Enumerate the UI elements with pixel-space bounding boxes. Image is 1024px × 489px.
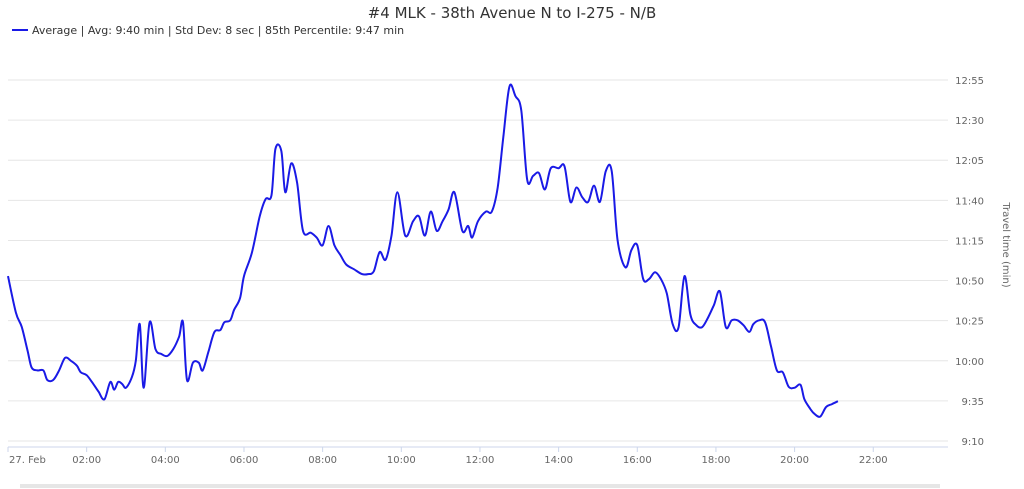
y-tick-label: 9:10 — [962, 437, 984, 448]
x-tick-label: 02:00 — [72, 455, 101, 466]
x-tick-label: 14:00 — [544, 455, 573, 466]
x-tick-label: 06:00 — [230, 455, 259, 466]
y-tick-label: 11:40 — [955, 196, 984, 207]
x-tick-label: 16:00 — [623, 455, 652, 466]
x-tick-label: 27. Feb — [9, 455, 46, 466]
y-tick-label: 12:55 — [955, 76, 984, 87]
x-tick-label: 22:00 — [859, 455, 888, 466]
x-tick-label: 18:00 — [702, 455, 731, 466]
y-tick-label: 12:05 — [955, 156, 984, 167]
y-axis-ticks: 9:10 9:35 10:00 10:25 10:50 11:15 11:40 12:05 12… — [955, 76, 984, 448]
navigator-scrollbar[interactable] — [20, 484, 940, 488]
y-grid — [8, 79, 948, 442]
x-tick-label: 12:00 — [466, 455, 495, 466]
y-tick-label: 10:25 — [955, 317, 984, 328]
x-axis-ticks: 27. Feb 02:00 04:00 06:00 08:00 10:00 12:00 14:… — [7, 447, 888, 466]
legend-label[interactable]: Average | Avg: 9:40 min | Std Dev: 8 sec… — [32, 24, 404, 37]
y-axis-title: Travel time (min) — [1000, 201, 1011, 287]
legend[interactable]: Average | Avg: 9:40 min | Std Dev: 8 sec… — [12, 24, 404, 37]
chart-title: #4 MLK - 38th Avenue N to I-275 - N/B — [368, 4, 657, 22]
x-tick-label: 10:00 — [387, 455, 416, 466]
y-tick-label: 11:15 — [955, 236, 984, 247]
x-tick-label: 20:00 — [780, 455, 809, 466]
y-tick-label: 9:35 — [962, 397, 984, 408]
y-tick-label: 10:50 — [955, 277, 984, 288]
y-tick-label: 12:30 — [955, 116, 984, 127]
y-tick-label: 10:00 — [955, 357, 984, 368]
x-tick-label: 08:00 — [308, 455, 337, 466]
series-line-average[interactable] — [7, 83, 839, 418]
x-tick-label: 04:00 — [151, 455, 180, 466]
